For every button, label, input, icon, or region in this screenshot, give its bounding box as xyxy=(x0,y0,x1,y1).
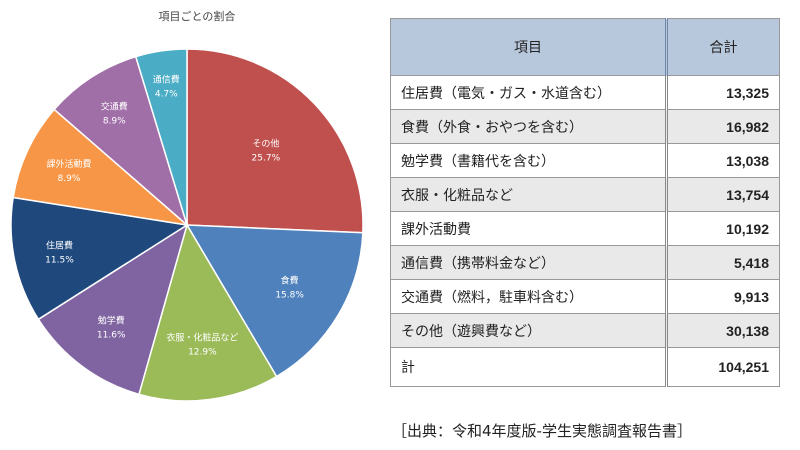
table-row: 住居費（電気・ガス・水道含む） 13,325 xyxy=(390,75,780,110)
slice-label: 住居費 xyxy=(46,239,73,251)
slice-label: 食費 xyxy=(281,275,299,287)
total-value: 104,251 xyxy=(666,347,780,387)
slice-percent: 4.7% xyxy=(155,90,178,100)
header-total: 合計 xyxy=(666,18,780,76)
pie-slice xyxy=(138,223,278,402)
pie-slice xyxy=(12,108,190,227)
table-row: 交通費（燃料，駐車料含む） 9,913 xyxy=(390,279,780,314)
row-total: 5,418 xyxy=(666,245,780,280)
slice-label: 課外活動費 xyxy=(46,158,91,170)
row-total: 30,138 xyxy=(666,313,780,348)
pie-slice xyxy=(186,48,364,234)
table-row: 衣服・化粧品など 13,754 xyxy=(390,177,780,212)
slice-label: 衣服・化粧品など xyxy=(166,332,238,344)
table-row: 勉学費（書籍代を含む） 13,038 xyxy=(390,143,780,178)
slice-percent: 8.9% xyxy=(58,174,81,184)
table-row: 通信費（携帯料金など） 5,418 xyxy=(390,245,780,280)
pie-slice xyxy=(53,55,189,228)
header-item: 項目 xyxy=(390,18,668,76)
row-total: 13,038 xyxy=(666,143,780,178)
slice-label: 通信費 xyxy=(153,74,180,86)
table-header-row: 項目 合計 xyxy=(390,18,780,76)
row-total: 16,982 xyxy=(666,109,780,144)
pie-chart: その他 25.7% 食費 15.8% 衣服・化粧品など 12.9% 勉学費 11.6% 住居費 1… xyxy=(10,48,364,402)
row-total: 13,754 xyxy=(666,177,780,212)
slice-percent: 15.8% xyxy=(275,291,304,301)
row-item: 食費（外食・おやつを含む） xyxy=(390,109,668,144)
table-row: 食費（外食・おやつを含む） 16,982 xyxy=(390,109,780,144)
row-item: 衣服・化粧品など xyxy=(390,177,668,212)
pie-slice xyxy=(134,48,188,226)
row-total: 13,325 xyxy=(666,75,780,110)
chart-title: 項目ごとの割合 xyxy=(158,10,236,23)
slice-percent: 25.7% xyxy=(252,154,281,164)
total-label: 計 xyxy=(390,347,668,387)
slice-label: その他 xyxy=(252,138,279,150)
table-row: 課外活動費 10,192 xyxy=(390,211,780,246)
slice-percent: 8.9% xyxy=(103,117,126,127)
slice-percent: 12.9% xyxy=(188,348,217,358)
expense-table: 項目 合計 住居費（電気・ガス・水道含む） 13,325 食費（外食・おやつを含… xyxy=(390,18,780,387)
row-item: 交通費（燃料，駐車料含む） xyxy=(390,279,668,314)
table-row: その他（遊興費など） 30,138 xyxy=(390,313,780,348)
slice-percent: 11.6% xyxy=(97,331,126,341)
slice-label: 交通費 xyxy=(101,101,128,113)
row-item: 勉学費（書籍代を含む） xyxy=(390,143,668,178)
source-note: ［出典：令和4年度版-学生実態調査報告書］ xyxy=(392,422,692,440)
slice-percent: 11.5% xyxy=(45,255,74,265)
row-item: 住居費（電気・ガス・水道含む） xyxy=(390,75,668,110)
row-total: 9,913 xyxy=(666,279,780,314)
row-item: その他（遊興費など） xyxy=(390,313,668,348)
row-item: 通信費（携帯料金など） xyxy=(390,245,668,280)
pie-slice xyxy=(37,223,189,396)
pie-slice xyxy=(10,196,190,321)
slice-label: 勉学費 xyxy=(98,315,125,327)
pie-slice xyxy=(185,224,364,378)
table-total-row: 計 104,251 xyxy=(390,347,780,387)
row-total: 10,192 xyxy=(666,211,780,246)
row-item: 課外活動費 xyxy=(390,211,668,246)
